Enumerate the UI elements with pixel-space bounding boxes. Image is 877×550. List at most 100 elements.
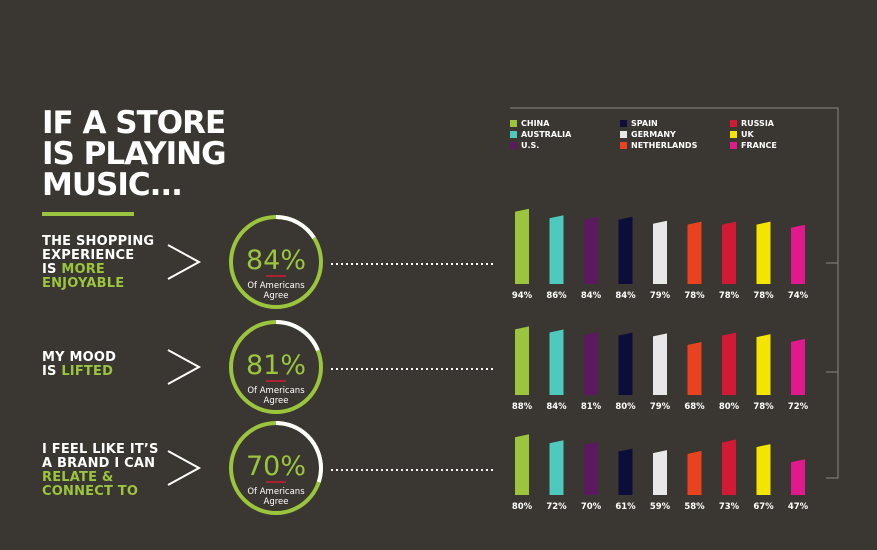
bar bbox=[756, 334, 771, 395]
bar bbox=[618, 448, 633, 495]
legend-item: GERMANY bbox=[620, 130, 676, 139]
data-label: 78% bbox=[753, 291, 774, 301]
percent-value: 81% bbox=[246, 350, 306, 381]
legend-item: SPAIN bbox=[620, 119, 658, 128]
data-label: 79% bbox=[650, 291, 671, 301]
legend-swatch bbox=[620, 142, 627, 149]
bar bbox=[653, 220, 667, 284]
percent-value: 70% bbox=[246, 451, 306, 482]
legend-label: FRANCE bbox=[741, 141, 777, 150]
bar bbox=[653, 450, 667, 495]
percent-caption: Of Americans bbox=[247, 281, 305, 291]
label-highlight: MORE bbox=[61, 262, 106, 277]
percent-caption: Agree bbox=[264, 396, 289, 406]
bar bbox=[549, 329, 564, 395]
data-label: 58% bbox=[684, 502, 705, 512]
bar bbox=[791, 224, 805, 284]
label-highlight: CONNECT TO bbox=[42, 484, 139, 499]
data-label: 80% bbox=[719, 402, 740, 412]
data-label: 78% bbox=[719, 291, 740, 301]
bar bbox=[756, 444, 771, 495]
bar bbox=[515, 434, 529, 495]
data-label: 68% bbox=[684, 402, 705, 412]
legend-label: AUSTRALIA bbox=[521, 130, 572, 139]
legend-item: CHINA bbox=[510, 119, 549, 128]
title-line: MUSIC... bbox=[42, 167, 183, 203]
title-line: IF A STORE bbox=[42, 105, 226, 141]
data-label: 94% bbox=[512, 291, 533, 301]
title-underline bbox=[42, 212, 134, 216]
row-label-2: MY MOOD IS LIFTED bbox=[42, 351, 116, 379]
data-label: 47% bbox=[788, 502, 809, 512]
chevron-right-icon bbox=[167, 450, 202, 486]
data-label: 78% bbox=[753, 402, 774, 412]
legend-swatch bbox=[730, 131, 737, 138]
legend-label: UK bbox=[741, 130, 754, 139]
data-label: 72% bbox=[788, 402, 809, 412]
percent-ring-remainder bbox=[229, 320, 323, 414]
bar bbox=[515, 326, 529, 395]
legend-item: FRANCE bbox=[730, 141, 777, 150]
bar bbox=[549, 440, 564, 495]
data-label: 84% bbox=[581, 291, 602, 301]
row-label-3: I FEEL LIKE IT’S A BRAND I CAN RELATE & … bbox=[42, 443, 159, 499]
label-text: MY MOOD bbox=[42, 350, 117, 365]
chevron-right-icon bbox=[167, 349, 202, 385]
bar bbox=[618, 332, 633, 395]
legend-swatch bbox=[730, 120, 737, 127]
label-text: IS bbox=[42, 364, 62, 379]
bar bbox=[549, 215, 564, 284]
label-text: THE SHOPPING bbox=[42, 234, 155, 249]
data-label: 84% bbox=[546, 402, 567, 412]
title-line: IS PLAYING bbox=[42, 136, 227, 172]
data-label: 80% bbox=[512, 502, 533, 512]
percent-value: 84% bbox=[246, 245, 306, 276]
bar bbox=[687, 221, 702, 284]
legend-swatch bbox=[620, 120, 627, 127]
label-highlight: ENJOYABLE bbox=[42, 276, 125, 291]
data-label: 59% bbox=[650, 502, 671, 512]
data-label: 61% bbox=[615, 502, 636, 512]
data-label: 88% bbox=[512, 402, 533, 412]
legend-item: NETHERLANDS bbox=[620, 141, 697, 150]
bar bbox=[756, 221, 771, 284]
data-label: 67% bbox=[753, 502, 774, 512]
data-label: 81% bbox=[581, 402, 602, 412]
bar bbox=[515, 208, 529, 284]
bar bbox=[618, 216, 633, 284]
data-label: 70% bbox=[581, 502, 602, 512]
label-text: A BRAND I CAN bbox=[42, 456, 156, 471]
legend-label: GERMANY bbox=[631, 130, 676, 139]
bar bbox=[722, 439, 736, 495]
data-label: 79% bbox=[650, 402, 671, 412]
legend-label: CHINA bbox=[521, 119, 550, 128]
legend-label: SPAIN bbox=[631, 119, 658, 128]
percent-caption: Agree bbox=[264, 497, 289, 507]
percent-caption: Of Americans bbox=[247, 487, 305, 497]
data-label: 78% bbox=[684, 291, 705, 301]
data-label: 73% bbox=[719, 502, 740, 512]
label-text: EXPERIENCE bbox=[42, 248, 135, 263]
legend-item: AUSTRALIA bbox=[510, 130, 571, 139]
percent-caption: Agree bbox=[264, 291, 289, 301]
legend-label: U.S. bbox=[521, 141, 540, 150]
legend-swatch bbox=[510, 120, 517, 127]
bar bbox=[722, 332, 736, 395]
page-title: IF A STORE IS PLAYING MUSIC... bbox=[42, 105, 227, 203]
bar bbox=[791, 459, 805, 495]
bar bbox=[791, 338, 805, 395]
label-highlight: LIFTED bbox=[61, 364, 114, 379]
percent-ring-remainder bbox=[229, 421, 323, 515]
bar bbox=[687, 341, 702, 395]
bar bbox=[687, 450, 702, 495]
data-label: 72% bbox=[546, 502, 567, 512]
data-label: 74% bbox=[788, 291, 809, 301]
legend-item: UK bbox=[730, 130, 754, 139]
label-text: I FEEL LIKE IT’S bbox=[42, 442, 159, 457]
legend-label: RUSSIA bbox=[741, 119, 774, 128]
label-highlight: RELATE & bbox=[42, 470, 114, 485]
legend-swatch bbox=[510, 142, 517, 149]
label-text: IS bbox=[42, 262, 62, 277]
legend-swatch bbox=[620, 131, 627, 138]
